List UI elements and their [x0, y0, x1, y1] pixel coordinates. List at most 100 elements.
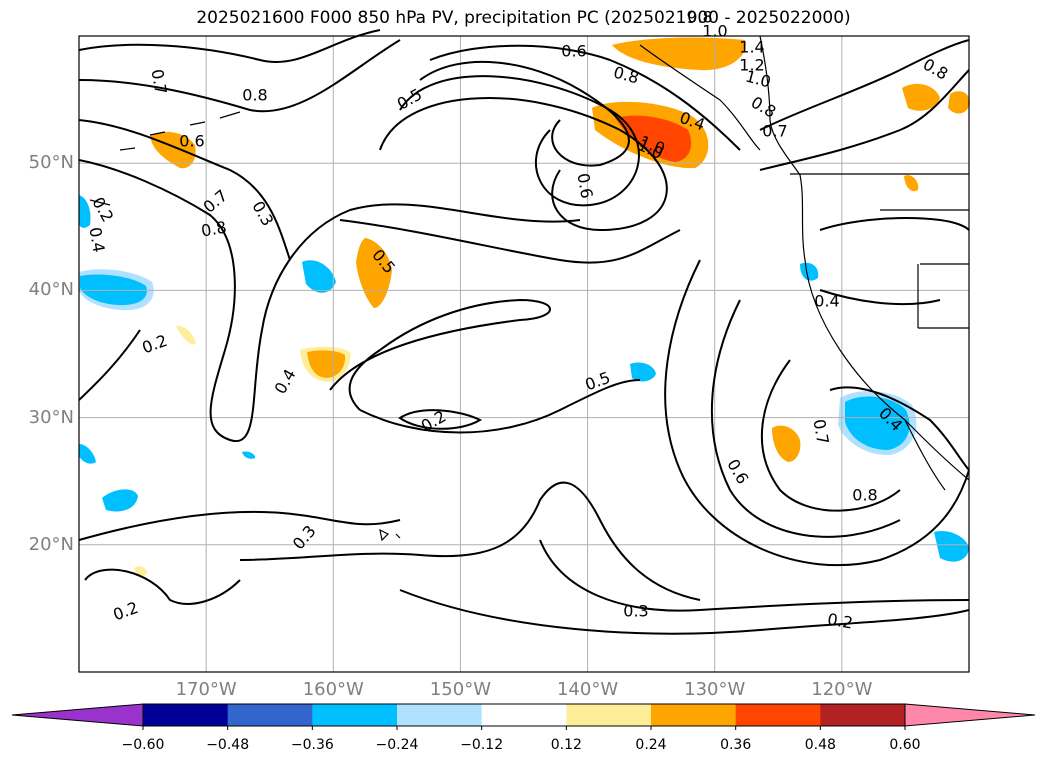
colorbar-tick-label: 0.12 — [550, 737, 582, 753]
colorbar-tick-label: −0.12 — [460, 737, 504, 753]
pv-contour-line — [78, 29, 381, 63]
precipitation-shading — [79, 37, 970, 576]
map-panel — [79, 36, 969, 672]
contour-label: 0.7 — [147, 68, 170, 96]
precip-positive-area — [134, 566, 148, 576]
pv-contour-line — [759, 69, 970, 171]
contour-label: 0.8 — [200, 217, 228, 240]
colorbar-swatch — [735, 704, 821, 726]
figure-title: 2025021600 F000 850 hPa PV, precipitatio… — [196, 8, 851, 28]
pv-contour-line — [760, 359, 901, 512]
precip-positive-area — [902, 83, 940, 111]
graticule — [79, 36, 969, 672]
longitude-tick-label: 160°W — [302, 679, 364, 700]
latitude-tick-label: 50°N — [28, 152, 74, 174]
coastlines — [89, 35, 970, 542]
colorbar-swatch — [651, 704, 737, 726]
longitude-tick-label: 170°W — [175, 679, 237, 700]
contour-label: 0.7 — [762, 122, 787, 141]
pv-contour-line — [710, 299, 901, 538]
precip-positive-area — [176, 325, 196, 345]
pv-contour-line — [819, 217, 970, 231]
colorbar-tick-label: −0.24 — [375, 737, 419, 753]
colorbar-tick-label: 0.48 — [804, 737, 836, 753]
colorbar-tick-label: 0.60 — [889, 737, 921, 753]
precip-positive-area — [307, 350, 346, 378]
pv-contour-line — [759, 39, 970, 131]
map-frame — [78, 35, 970, 673]
precip-negative-area — [630, 362, 656, 382]
pv-contour-line — [78, 39, 401, 113]
colorbar-swatch — [481, 704, 567, 726]
pv-contour-line — [84, 568, 241, 605]
pv-contour-line — [398, 409, 483, 430]
coastline — [379, 528, 401, 542]
latitude-tick-label: 40°N — [28, 279, 74, 301]
pv-contour-line — [399, 75, 640, 207]
precip-negative-area — [934, 530, 969, 562]
contour-label: 0.3 — [623, 602, 648, 621]
pv-contour-line — [359, 379, 641, 434]
colorbar-tick-label: −0.36 — [290, 737, 334, 753]
contour-label: 1.2 — [739, 56, 764, 75]
pv-contour-line — [329, 298, 551, 411]
pv-contour-line — [78, 119, 291, 261]
precip-strong-area — [615, 115, 692, 162]
precip-negative-area — [79, 195, 91, 228]
colorbar-extend-max — [904, 703, 1036, 727]
pv-contour-line — [78, 329, 141, 401]
coastline — [917, 263, 969, 329]
pv-contour-line — [379, 97, 668, 232]
precip-positive-area — [772, 425, 801, 462]
contour-label: 0.4 — [814, 292, 839, 311]
longitude-tick-label: 140°W — [556, 679, 619, 700]
pv-contour-line — [419, 60, 630, 167]
pv-contour-line — [78, 510, 401, 541]
contour-label: 0.8 — [242, 86, 267, 105]
pv-contour-line — [539, 539, 970, 612]
coastline — [904, 419, 946, 491]
longitude-tick-label: 120°W — [811, 679, 873, 700]
colorbar-tick-label: 0.36 — [720, 737, 752, 753]
longitude-tick-label: 150°W — [429, 679, 491, 700]
contour-label: 0.4 — [85, 226, 108, 254]
pv-contour-line — [819, 289, 941, 306]
colorbar-swatch — [143, 704, 229, 726]
colorbar — [11, 703, 1036, 730]
coastline — [89, 111, 241, 206]
contour-label: 0.6 — [179, 132, 204, 151]
precip-negative-area — [102, 489, 138, 512]
coastline — [639, 44, 761, 151]
pv-contour-line — [239, 481, 701, 601]
precip-negative-area — [79, 444, 96, 464]
pv-contours — [78, 29, 970, 635]
precip-positive-area — [948, 91, 970, 114]
colorbar-swatch — [566, 704, 652, 726]
colorbar-outline — [142, 703, 906, 727]
contour-label: 0.8 — [852, 486, 877, 505]
pv-contour-line — [664, 259, 970, 567]
contour-label: 0.8 — [687, 8, 712, 27]
precip-positive-area — [904, 175, 919, 192]
latitude-tick-label: 30°N — [28, 406, 74, 428]
precip-positive-area — [612, 37, 746, 71]
latitude-tick-label: 20°N — [28, 533, 74, 555]
pv-contour-line — [78, 159, 581, 443]
colorbar-swatch — [820, 704, 906, 726]
colorbar-tick-label: −0.48 — [206, 737, 250, 753]
colorbar-swatch — [227, 704, 313, 726]
colorbar-swatch — [312, 704, 398, 726]
colorbar-extend-min — [11, 703, 144, 727]
pv-contour-line — [429, 44, 741, 151]
contour-label: 0.6 — [573, 172, 596, 200]
colorbar-tick-label: 0.24 — [635, 737, 667, 753]
contour-label: 0.7 — [809, 418, 832, 446]
precip-negative-area — [302, 260, 336, 293]
contour-label: 0.6 — [561, 42, 586, 61]
longitude-tick-label: 130°W — [684, 679, 746, 700]
pv-contour-line — [829, 386, 970, 471]
colorbar-swatch — [397, 704, 483, 726]
pv-contour-line — [399, 589, 970, 635]
colorbar-tick-label: −0.60 — [121, 737, 165, 753]
